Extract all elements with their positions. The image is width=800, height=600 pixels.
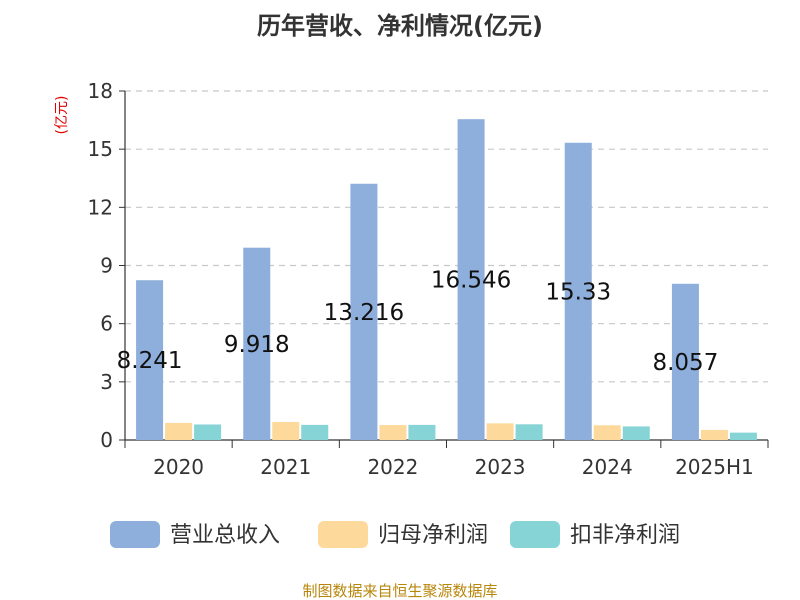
label-layer: 8.241 9.918 13.216 16.546 15.33 8.057 [117,268,719,376]
bar-net-profit [700,429,728,440]
y-axis-label: (亿元) [54,96,70,135]
bar-net-profit [272,421,300,440]
bar-deducted-profit [194,424,222,440]
bar-revenue [350,183,378,440]
chart-title: 历年营收、净利情况(亿元) [257,12,543,40]
legend: 营业总收入 归母净利润 扣非净利润 [110,521,680,548]
bar-deducted-profit [408,424,436,440]
bar-deducted-profit [515,424,543,440]
data-label: 8.241 [117,348,183,374]
legend-swatch[interactable] [510,521,560,548]
axis-layer: 0 3 6 9 12 15 18 2020 2021 2022 2023 2024 2025H1 [88,79,769,479]
bar-deducted-profit [301,424,329,440]
bar-revenue [243,247,271,440]
legend-label[interactable]: 营业总收入 [170,523,280,548]
x-tick-label: 2021 [260,455,311,479]
x-tick-label: 2025H1 [675,455,754,479]
data-label: 9.918 [224,332,290,358]
bar-layer [136,119,757,441]
legend-swatch[interactable] [110,521,160,548]
y-tick-label: 6 [100,312,113,336]
bar-revenue [671,283,699,440]
bar-net-profit [593,425,621,440]
legend-label[interactable]: 扣非净利润 [570,523,680,548]
y-tick-label: 12 [88,195,113,219]
data-label: 13.216 [324,300,404,326]
bar-revenue [457,119,485,441]
source-note: 制图数据来自恒生聚源数据库 [302,582,498,600]
bar-revenue [136,280,164,440]
x-tick-label: 2024 [582,455,633,479]
bar-deducted-profit [622,426,650,440]
data-label: 8.057 [652,350,718,376]
bar-deducted-profit [729,432,757,440]
y-tick-label: 3 [100,370,113,394]
x-tick-label: 2020 [153,455,204,479]
y-tick-label: 15 [88,137,113,161]
x-tick-label: 2023 [475,455,526,479]
bar-revenue [564,142,592,441]
data-label: 15.33 [545,279,611,305]
bar-net-profit [379,425,407,440]
y-tick-label: 0 [100,428,113,452]
y-tick-label: 9 [100,254,113,278]
legend-label[interactable]: 归母净利润 [378,523,488,548]
grid-layer [125,90,768,383]
legend-swatch[interactable] [318,521,368,548]
bar-net-profit [165,422,193,440]
bar-net-profit [486,423,514,440]
y-tick-label: 18 [88,79,113,103]
data-label: 16.546 [431,268,511,294]
x-tick-label: 2022 [367,455,418,479]
